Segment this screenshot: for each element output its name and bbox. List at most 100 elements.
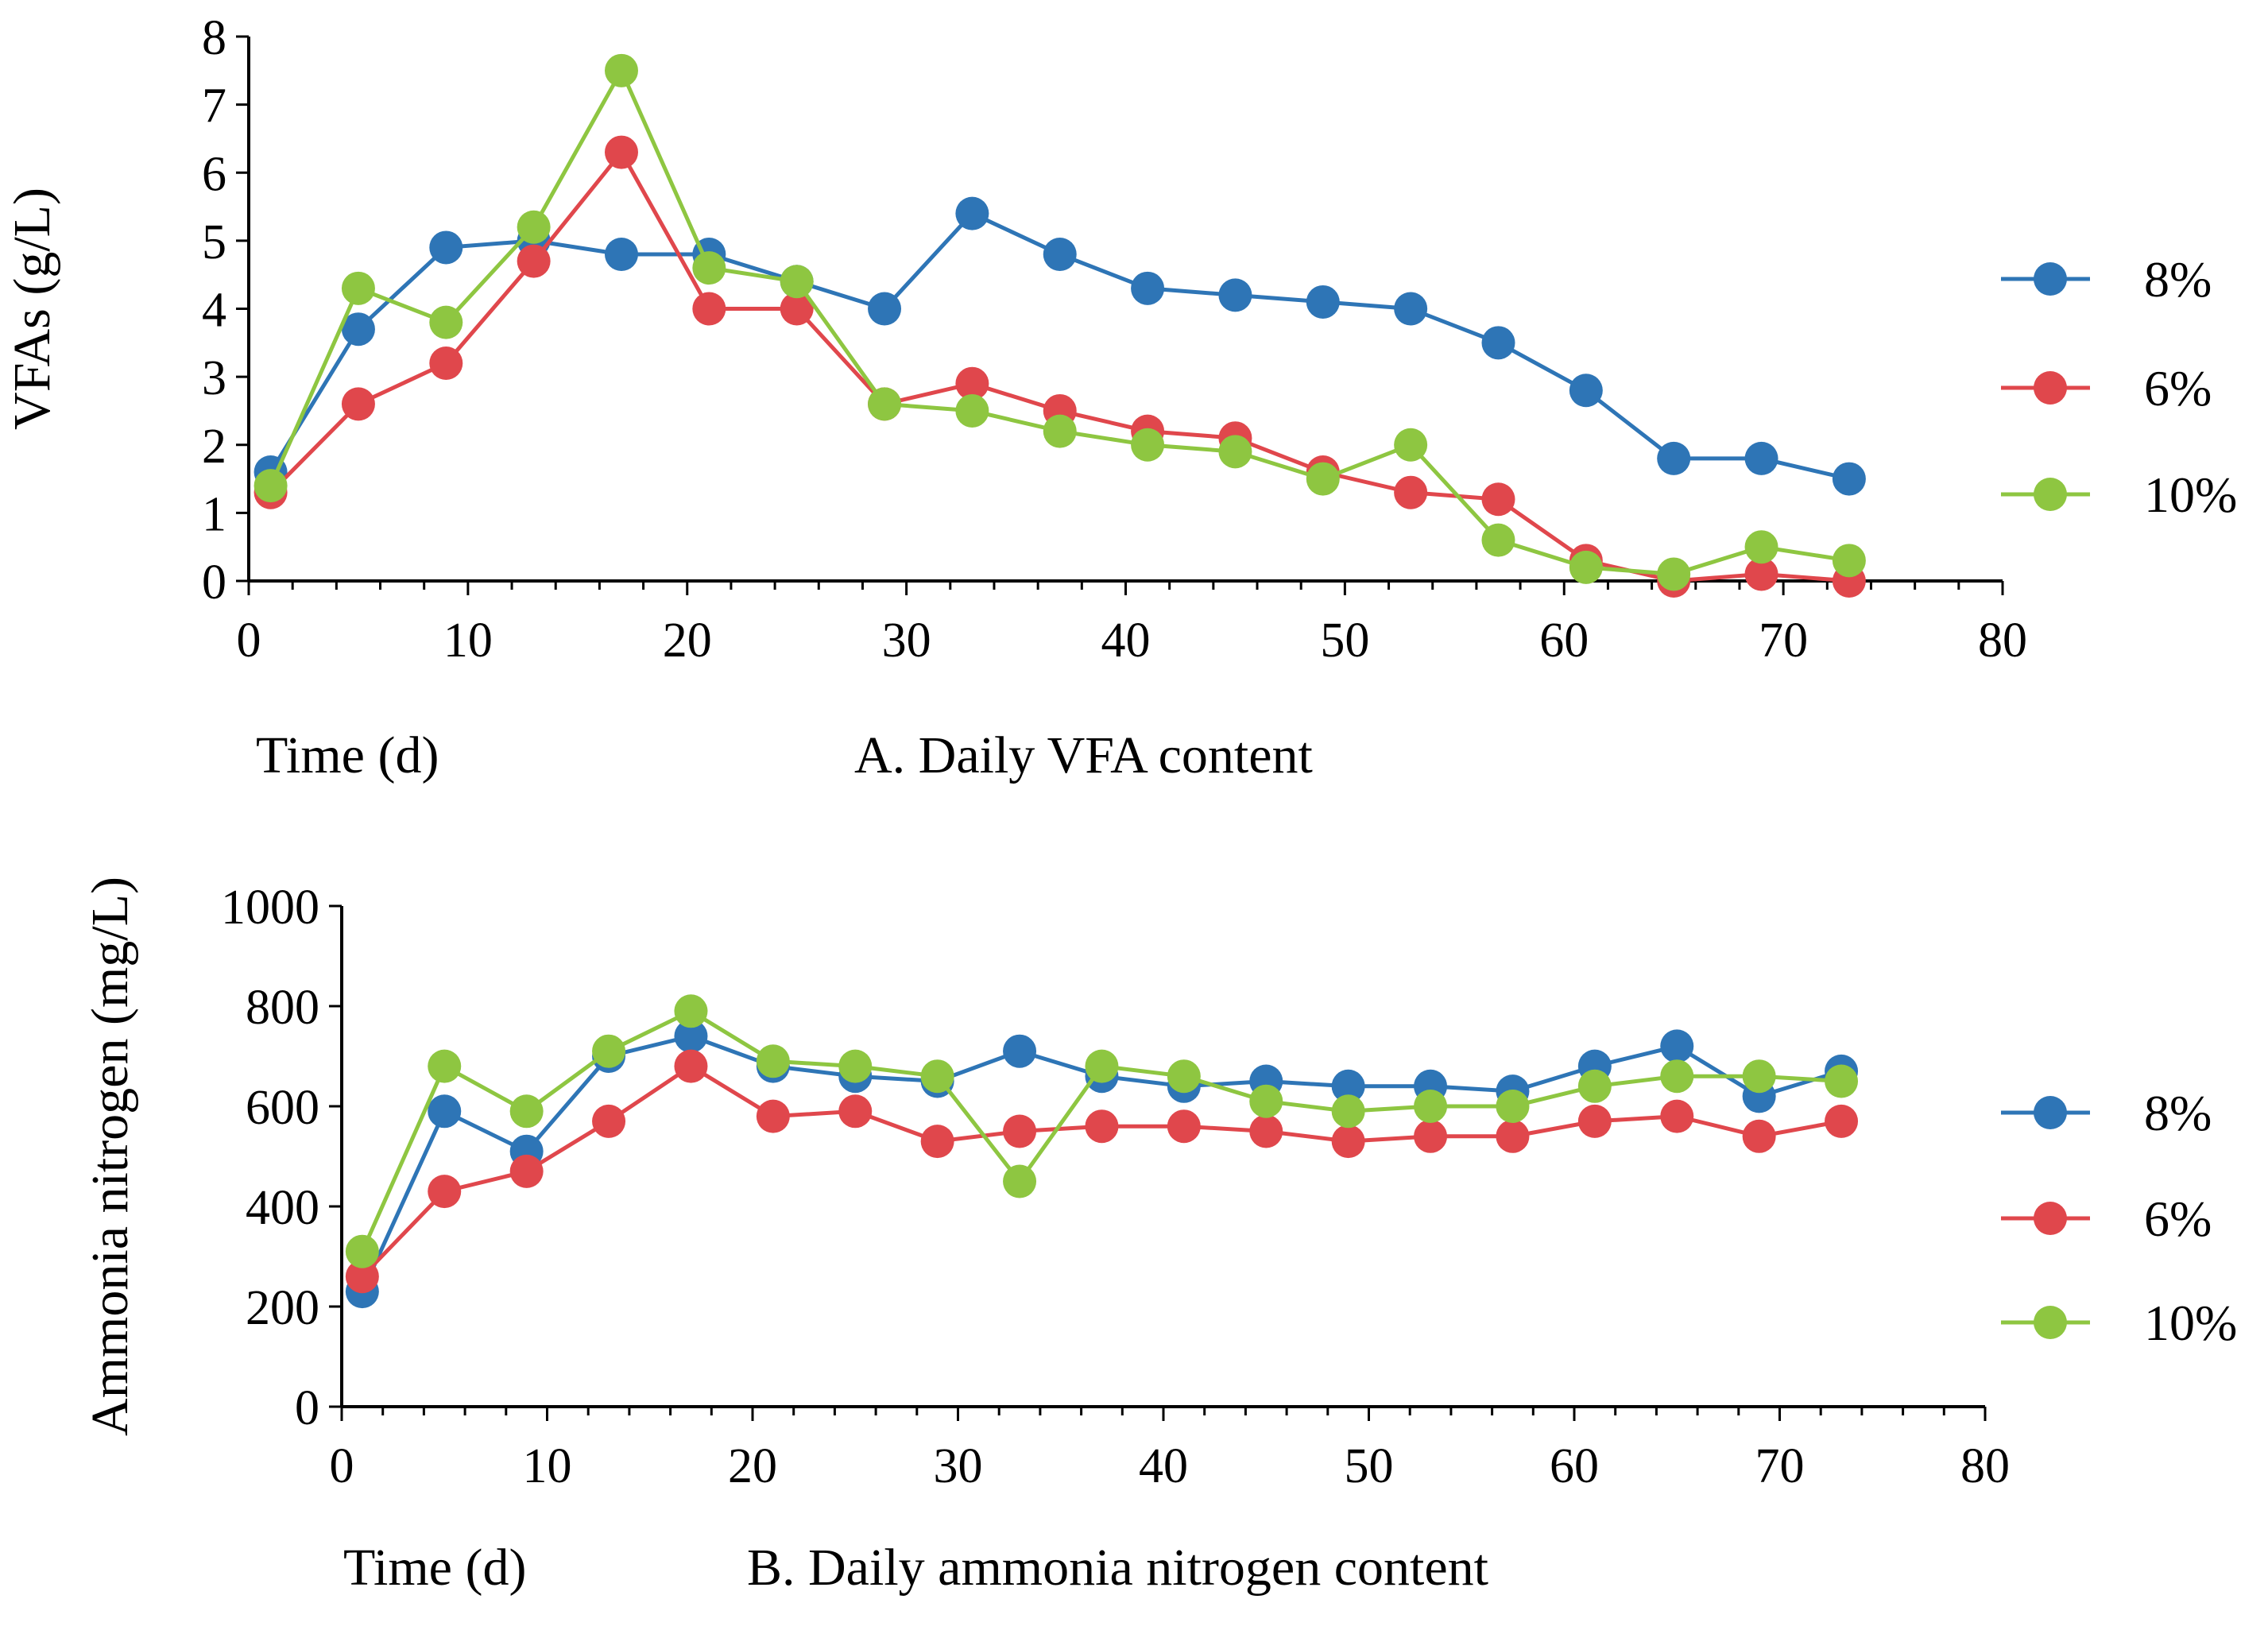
legend-marker-10pct bbox=[2034, 1306, 2067, 1339]
data-point-6pct bbox=[592, 1104, 626, 1138]
y-tick-label: 7 bbox=[202, 79, 226, 134]
y-tick-label: 3 bbox=[202, 351, 226, 405]
data-point-6pct bbox=[780, 292, 814, 326]
data-point-10pct bbox=[838, 1049, 873, 1083]
data-point-10pct bbox=[920, 1059, 954, 1094]
data-point-8pct bbox=[1218, 278, 1252, 312]
y-tick-label: 800 bbox=[246, 981, 319, 1035]
data-point-8pct bbox=[1331, 1069, 1365, 1103]
data-point-10pct bbox=[1832, 544, 1866, 578]
series-line-6pct bbox=[361, 1063, 1842, 1278]
x-tick-label: 50 bbox=[1320, 614, 1369, 668]
data-point-10pct bbox=[692, 251, 726, 285]
chart-b-ammonia-nitrogen: 0 10 20 30 40 50 60 70 8002004006008001000Ammoni… bbox=[81, 877, 2237, 1597]
data-point-10pct bbox=[428, 1049, 462, 1083]
data-point-6pct bbox=[604, 135, 638, 169]
y-tick-label: 0 bbox=[202, 556, 226, 610]
data-point-10pct bbox=[1414, 1090, 1448, 1123]
data-point-10pct bbox=[1657, 557, 1691, 591]
data-point-10pct bbox=[1825, 1064, 1859, 1098]
y-tick-label: 200 bbox=[246, 1281, 319, 1335]
data-point-8pct bbox=[428, 1094, 462, 1129]
data-point-6pct bbox=[1331, 1125, 1365, 1159]
data-point-8pct bbox=[1569, 374, 1603, 408]
data-point-8pct bbox=[1131, 271, 1165, 305]
data-point-8pct bbox=[429, 230, 463, 265]
legend-marker-6pct bbox=[2034, 371, 2067, 405]
data-point-10pct bbox=[756, 1044, 790, 1078]
data-point-10pct bbox=[1496, 1090, 1530, 1123]
x-tick-label: 10 bbox=[523, 1439, 572, 1493]
data-point-8pct bbox=[1043, 238, 1077, 271]
data-point-6pct bbox=[1660, 1099, 1694, 1133]
y-tick-label: 1000 bbox=[221, 881, 319, 935]
data-point-10pct bbox=[1167, 1059, 1201, 1094]
data-point-6pct bbox=[692, 292, 726, 326]
data-point-6pct bbox=[1481, 482, 1515, 517]
x-tick-label: 0 bbox=[330, 1439, 354, 1493]
x-tick-label: 30 bbox=[934, 1439, 983, 1493]
data-point-10pct bbox=[509, 1094, 544, 1129]
data-point-10pct bbox=[955, 393, 989, 428]
data-point-10pct bbox=[1660, 1059, 1694, 1094]
chart-caption: A. Daily VFA content bbox=[854, 726, 1313, 784]
y-tick-label: 4 bbox=[202, 284, 226, 338]
x-tick-label: 40 bbox=[1101, 614, 1151, 668]
y-tick-label: 600 bbox=[246, 1081, 319, 1135]
data-point-10pct bbox=[341, 271, 375, 305]
data-point-10pct bbox=[1569, 550, 1603, 584]
x-tick-label: 20 bbox=[663, 614, 712, 668]
data-point-10pct bbox=[1131, 428, 1165, 462]
data-point-10pct bbox=[1043, 414, 1077, 448]
x-axis-label: Time (d) bbox=[256, 726, 439, 784]
data-point-8pct bbox=[1481, 326, 1515, 360]
data-point-6pct bbox=[674, 1049, 708, 1083]
data-point-6pct bbox=[1742, 1119, 1776, 1153]
legend-marker-8pct bbox=[2034, 1096, 2067, 1129]
chart-caption: B. Daily ammonia nitrogen content bbox=[747, 1539, 1488, 1597]
x-tick-label: 60 bbox=[1539, 614, 1589, 668]
data-point-8pct bbox=[1832, 462, 1866, 496]
series-line-6pct bbox=[269, 149, 1850, 583]
x-tick-label: 40 bbox=[1139, 1439, 1188, 1493]
data-point-10pct bbox=[1394, 428, 1428, 462]
data-point-10pct bbox=[1218, 435, 1252, 469]
data-point-10pct bbox=[1744, 530, 1778, 564]
data-point-10pct bbox=[429, 305, 463, 339]
data-point-8pct bbox=[1306, 285, 1340, 319]
data-point-6pct bbox=[1249, 1114, 1283, 1148]
x-tick-label: 70 bbox=[1759, 614, 1808, 668]
data-point-10pct bbox=[592, 1034, 626, 1068]
x-tick-label: 80 bbox=[1978, 614, 2027, 668]
y-tick-label: 400 bbox=[246, 1181, 319, 1235]
y-axis-label: Ammonia nitrogen (mg/L) bbox=[81, 877, 139, 1436]
x-tick-label: 70 bbox=[1755, 1439, 1805, 1493]
data-point-8pct bbox=[674, 1019, 708, 1053]
data-point-6pct bbox=[1496, 1119, 1530, 1153]
x-tick-label: 0 bbox=[237, 614, 261, 668]
legend-label-10pct: 10% bbox=[2144, 467, 2237, 523]
data-point-6pct bbox=[955, 366, 989, 401]
data-point-6pct bbox=[1744, 557, 1778, 591]
data-point-8pct bbox=[1657, 441, 1691, 475]
y-tick-label: 0 bbox=[295, 1381, 319, 1435]
data-point-10pct bbox=[1249, 1084, 1283, 1118]
x-tick-label: 50 bbox=[1345, 1439, 1394, 1493]
legend-label-6pct: 6% bbox=[2144, 1191, 2212, 1247]
data-point-10pct bbox=[1481, 523, 1515, 557]
data-point-8pct bbox=[1660, 1029, 1694, 1063]
legend-label-8pct: 8% bbox=[2144, 251, 2212, 308]
y-tick-label: 6 bbox=[202, 147, 226, 201]
legend-marker-8pct bbox=[2034, 262, 2067, 296]
y-axis-label: VFAs (g/L) bbox=[3, 188, 61, 430]
data-point-10pct bbox=[1577, 1069, 1612, 1103]
x-axis-label: Time (d) bbox=[343, 1539, 526, 1597]
data-point-6pct bbox=[341, 387, 375, 421]
data-point-10pct bbox=[604, 53, 638, 87]
x-tick-label: 20 bbox=[728, 1439, 777, 1493]
legend-marker-6pct bbox=[2034, 1202, 2067, 1235]
legend-marker-10pct bbox=[2034, 478, 2067, 511]
data-point-6pct bbox=[1003, 1114, 1037, 1148]
x-tick-label: 80 bbox=[1960, 1439, 2010, 1493]
data-point-6pct bbox=[1825, 1104, 1859, 1138]
